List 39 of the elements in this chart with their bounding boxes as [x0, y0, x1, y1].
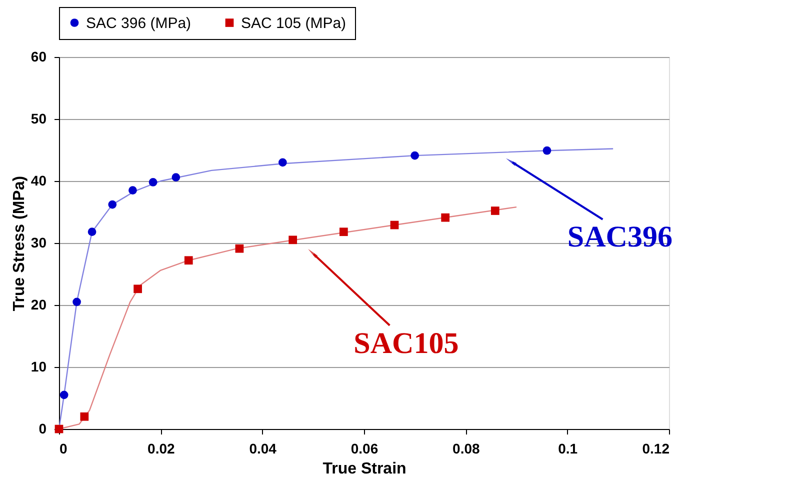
y-tick-label: 50 [30, 110, 47, 126]
legend-label: SAC 396 (MPa) [86, 14, 192, 32]
point [278, 158, 287, 167]
point [339, 228, 348, 236]
point [72, 298, 81, 306]
x-tick-label: 0.1 [558, 440, 578, 456]
point [235, 244, 244, 253]
point [108, 200, 117, 209]
x-tick-label: 0 [60, 440, 68, 456]
point [288, 236, 298, 244]
y-tick-label: 30 [30, 234, 47, 250]
y-tick-label: 60 [30, 48, 47, 64]
x-tick-label: 0.08 [452, 440, 480, 456]
x-axis-title: True Strain [322, 460, 406, 478]
point [184, 256, 193, 265]
point [542, 146, 552, 155]
point [410, 151, 420, 160]
x-tick-label: 0.04 [249, 440, 277, 456]
point [134, 284, 142, 294]
annotation: SAC105 [354, 327, 459, 360]
y-axis-title: True Stress (MPa) [10, 176, 28, 312]
y-tick-label: 0 [38, 420, 47, 436]
point [148, 178, 158, 186]
x-tick-label: 0.02 [148, 440, 176, 456]
point [490, 206, 500, 215]
legend-label: SAC 105 (MPa) [241, 14, 346, 32]
point [390, 220, 399, 230]
point [172, 173, 180, 182]
annotation: SAC396 [567, 220, 672, 254]
point [441, 213, 450, 222]
point [88, 228, 96, 236]
x-tick-label: 0.06 [350, 440, 378, 456]
x-tick-label: 0.12 [642, 440, 670, 456]
point [60, 390, 68, 400]
point [128, 186, 137, 194]
y-tick-label: 10 [30, 358, 47, 374]
y-tick-label: 40 [30, 172, 47, 188]
y-tick-label: 20 [30, 296, 47, 312]
point [80, 412, 89, 421]
